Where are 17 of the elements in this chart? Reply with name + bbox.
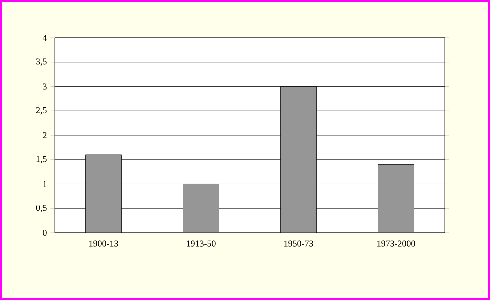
x-tick-label: 1950-73 [284, 240, 314, 247]
bar [280, 86, 317, 233]
y-tick-label: 4 [42, 35, 48, 41]
x-tick-label: 1900-13 [90, 240, 118, 247]
y-tick-label: 2,5 [36, 107, 47, 115]
bar [86, 154, 122, 233]
x-tick-label: 1973-2000 [378, 240, 416, 247]
y-tick-label: 3 [43, 84, 47, 90]
bar [378, 164, 414, 233]
x-tick-label: 1913-50 [187, 240, 216, 247]
bar [183, 184, 220, 233]
y-tick-label: 2 [43, 132, 47, 138]
y-tick-label: 1 [44, 181, 47, 188]
y-tick-label: 1,5 [36, 156, 47, 164]
y-tick-label: 0,5 [36, 204, 47, 212]
y-tick-label: 0 [43, 230, 47, 236]
y-tick-label: 3,5 [36, 58, 47, 66]
